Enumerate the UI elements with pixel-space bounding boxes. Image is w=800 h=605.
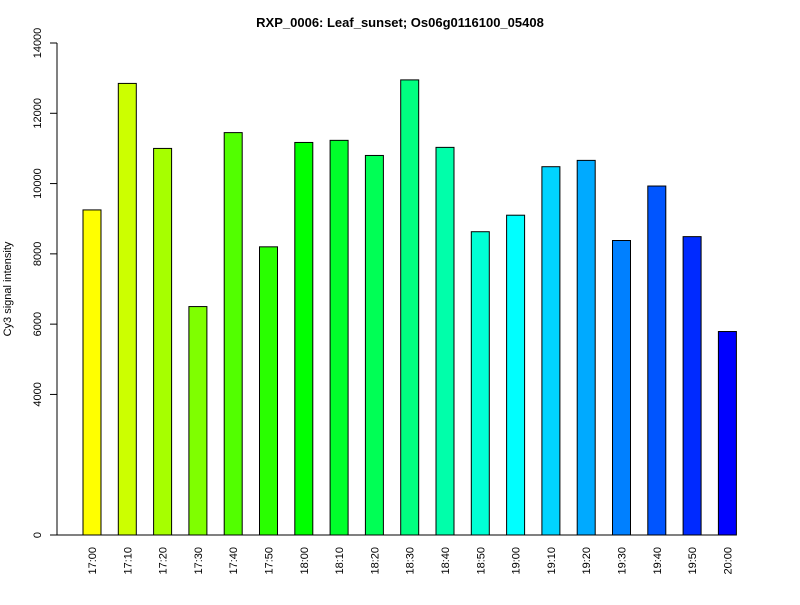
x-tick-label: 19:30 (617, 547, 629, 575)
y-axis: 0 4000 6000 8000 10000 12000 14000 (32, 28, 58, 538)
bar-1800 (294, 141, 314, 536)
bar-1750 (259, 246, 278, 536)
x-tick-label: 18:40 (440, 547, 452, 575)
bar-2000 (717, 331, 737, 536)
x-tick-label: 19:50 (687, 547, 699, 575)
x-tick-label: 19:00 (511, 547, 523, 575)
bar-1710 (117, 82, 137, 536)
y-tick-label: 0 (32, 532, 44, 538)
y-tick-label: 14000 (32, 28, 44, 59)
x-tick-label: 17:40 (228, 547, 240, 575)
x-tick-label: 17:10 (122, 547, 134, 575)
x-tick-label: 19:20 (581, 547, 593, 575)
x-tick-label: 18:30 (405, 547, 417, 575)
y-tick-label: 10000 (32, 168, 44, 199)
x-tick-label: 17:30 (193, 547, 205, 575)
x-tick-label: 17:00 (87, 547, 99, 575)
bar-1830 (400, 79, 420, 536)
y-tick-label: 4000 (32, 382, 44, 406)
x-axis: 17:00 17:10 17:20 17:30 17:40 17:50 18:00 18:10… (57, 534, 736, 575)
bar-1720 (153, 147, 173, 536)
y-tick-label: 8000 (32, 242, 44, 266)
x-tick-label: 18:10 (334, 547, 346, 575)
y-tick-label: 12000 (32, 98, 44, 129)
x-tick-label: 17:20 (158, 547, 170, 575)
x-tick-label: 17:50 (264, 547, 276, 575)
bar-1820 (364, 154, 384, 536)
x-tick-label: 19:10 (546, 547, 558, 575)
y-axis-label: Cy3 signal intensity (2, 241, 14, 336)
x-tick-label: 18:20 (369, 547, 381, 575)
bar-1900 (506, 214, 526, 536)
bar-1700 (82, 209, 102, 536)
x-tick-label: 19:40 (652, 547, 664, 575)
bar-1810 (329, 139, 349, 536)
bar-1840 (435, 146, 455, 536)
bar-1730 (188, 306, 208, 536)
y-tick-label: 6000 (32, 312, 44, 336)
chart-title: RXP_0006: Leaf_sunset; Os06g0116100_0540… (256, 15, 544, 30)
x-tick-label: 20:00 (722, 547, 734, 575)
x-tick-label: 18:00 (299, 547, 311, 575)
bar-1910 (541, 166, 561, 536)
bar-1930 (612, 240, 631, 536)
bar-1940 (647, 185, 667, 536)
bar-1740 (223, 132, 243, 536)
x-tick-label: 18:50 (475, 547, 487, 575)
bars-group (82, 79, 737, 536)
bar-1950 (682, 236, 702, 536)
bar-1920 (576, 159, 596, 536)
bar-1850 (470, 231, 490, 536)
